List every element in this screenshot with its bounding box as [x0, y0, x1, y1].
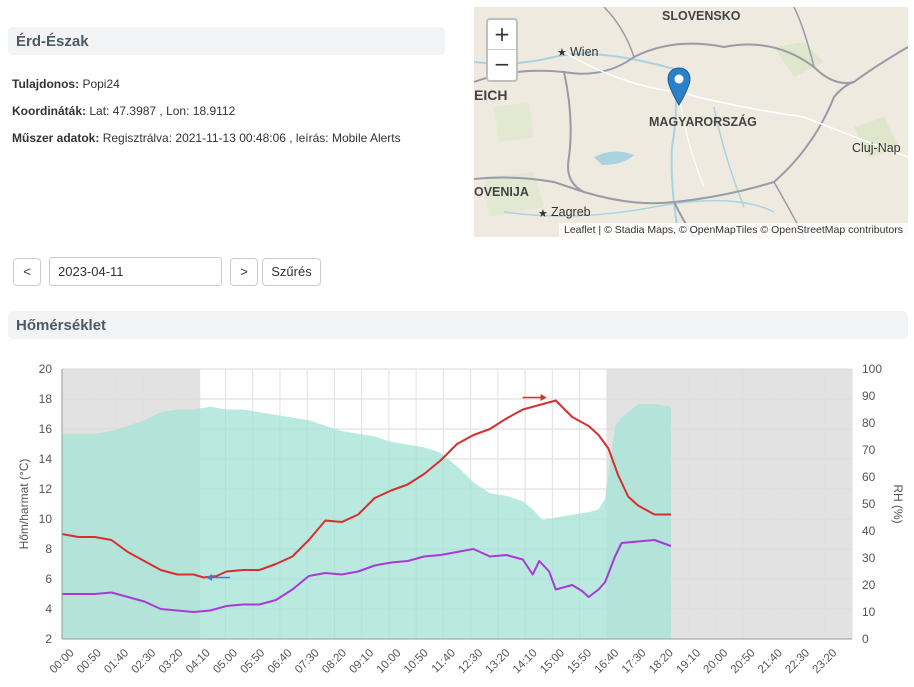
- y-tick-label: 4: [45, 602, 52, 616]
- y-tick-label: 8: [45, 542, 52, 556]
- x-tick-label: 04:10: [184, 647, 213, 676]
- attribution-osm-link[interactable]: OpenStreetMap contributors: [771, 224, 903, 236]
- attribution-omt-link[interactable]: OpenMapTiles: [689, 224, 758, 236]
- y2-tick-label: 0: [862, 632, 869, 646]
- x-tick-label: 05:00: [211, 647, 240, 676]
- filter-button[interactable]: Szűrés: [262, 258, 321, 286]
- station-map[interactable]: ★ ★ SLOVENSKO Wien EICH MAGYARORSZÁG Clu…: [474, 7, 908, 237]
- svg-text:★: ★: [557, 46, 567, 59]
- next-day-button[interactable]: >: [230, 258, 258, 286]
- map-attribution: Leaflet | © Stadia Maps, © OpenMapTiles …: [558, 223, 908, 237]
- attribution-osm-prefix: ©: [757, 224, 772, 236]
- map-label-magyarorszag: MAGYARORSZÁG: [649, 115, 757, 129]
- map-tiles: ★ ★: [474, 7, 908, 237]
- x-tick-label: 22:30: [783, 647, 812, 676]
- temperature-chart: 2 4 6 8 10 12 14 16 18 20 0 10 20 30 40 50 60 70 80 90 100 00…: [17, 362, 905, 676]
- svg-text:★: ★: [538, 207, 548, 220]
- y-tick-label: 12: [39, 482, 53, 496]
- map-label-cluj: Cluj-Nap: [852, 141, 901, 155]
- x-tick-label: 21:40: [756, 647, 785, 676]
- date-input[interactable]: [49, 257, 222, 286]
- attribution-omt-prefix: , ©: [673, 224, 690, 236]
- y-axis-title: Hőm/harmat (°C): [17, 459, 31, 550]
- x-tick-label: 23:20: [811, 647, 840, 676]
- y2-tick-label: 20: [862, 578, 876, 592]
- device-row: Műszer adatok: Regisztrálva: 2021-11-13 …: [12, 131, 401, 145]
- map-label-wien: Wien: [570, 45, 599, 59]
- device-value: Regisztrálva: 2021-11-13 00:48:06 , leír…: [102, 131, 401, 145]
- x-tick-label: 15:00: [538, 647, 567, 676]
- humidity-area: [62, 404, 671, 639]
- y2-tick-label: 30: [862, 551, 876, 565]
- x-tick-label: 05:50: [238, 647, 267, 676]
- y2-tick-label: 90: [862, 389, 876, 403]
- zoom-out-button[interactable]: −: [493, 52, 511, 76]
- x-tick-label: 00:50: [75, 647, 104, 676]
- map-label-slovensko: SLOVENSKO: [662, 9, 741, 23]
- x-tick-label: 08:20: [320, 647, 349, 676]
- station-title: Érd-Észak: [8, 27, 445, 55]
- y2-tick-label: 50: [862, 497, 876, 511]
- owner-label: Tulajdonos:: [12, 77, 80, 91]
- x-tick-label: 09:10: [347, 647, 376, 676]
- x-tick-label: 10:00: [375, 647, 404, 676]
- y-tick-label: 14: [39, 452, 53, 466]
- x-tick-label: 14:10: [511, 647, 540, 676]
- x-tick-label: 16:40: [593, 647, 622, 676]
- y2-tick-label: 70: [862, 443, 876, 457]
- coords-row: Koordináták: Lat: 47.3987 , Lon: 18.9112: [12, 104, 235, 118]
- y-tick-label: 2: [45, 632, 52, 646]
- x-tick-label: 20:50: [729, 647, 758, 676]
- y-tick-label: 16: [39, 422, 53, 436]
- y-tick-label: 18: [39, 392, 53, 406]
- map-marker-icon[interactable]: [667, 67, 691, 107]
- x-tick-label: 12:30: [456, 647, 485, 676]
- min-marker-arrow-icon: [206, 574, 213, 581]
- device-label: Műszer adatok:: [12, 131, 100, 145]
- attribution-leaflet-link[interactable]: Leaflet: [563, 224, 596, 236]
- map-zoom-control: + −: [486, 18, 518, 82]
- x-tick-label: 03:20: [157, 647, 186, 676]
- x-tick-label: 11:40: [430, 647, 458, 675]
- zoom-in-button[interactable]: +: [488, 20, 516, 50]
- x-tick-label: 13:20: [484, 647, 513, 676]
- map-label-slovenija: OVENIJA: [474, 185, 529, 199]
- y2-tick-label: 80: [862, 416, 876, 430]
- owner-row: Tulajdonos: Popi24: [12, 77, 120, 91]
- x-tick-label: 20:00: [702, 647, 731, 676]
- x-tick-label: 10:50: [402, 647, 431, 676]
- y-tick-label: 10: [39, 512, 53, 526]
- x-tick-label: 01:40: [102, 647, 131, 676]
- x-tick-label: 00:00: [48, 647, 77, 676]
- coords-value: Lat: 47.3987 , Lon: 18.9112: [89, 104, 236, 118]
- x-tick-label: 18:20: [647, 647, 676, 676]
- x-tick-label: 19:10: [674, 647, 703, 676]
- coords-label: Koordináták:: [12, 104, 87, 118]
- y2-tick-label: 100: [862, 362, 882, 376]
- attribution-stadia-link[interactable]: Stadia Maps: [614, 224, 674, 236]
- x-tick-label: 17:30: [620, 647, 649, 676]
- y-tick-label: 6: [45, 572, 52, 586]
- prev-day-button[interactable]: <: [13, 258, 41, 286]
- x-tick-label: 15:50: [565, 647, 594, 676]
- y-tick-label: 20: [39, 362, 53, 376]
- map-label-zagreb: Zagreb: [551, 205, 591, 219]
- lake-balaton: [594, 151, 634, 165]
- x-tick-label: 02:30: [130, 647, 159, 676]
- x-tick-label: 06:40: [266, 647, 295, 676]
- y2-tick-label: 60: [862, 470, 876, 484]
- attribution-sep: | ©: [595, 224, 615, 236]
- owner-value: Popi24: [82, 77, 120, 91]
- max-marker-arrow-icon: [540, 394, 547, 401]
- section-title-temperature: Hőmérséklet: [8, 311, 908, 339]
- map-label-eich: EICH: [474, 87, 508, 103]
- temperature-line: [61, 399, 671, 579]
- x-tick-label: 07:30: [293, 647, 322, 676]
- y2-tick-label: 40: [862, 524, 876, 538]
- dewpoint-line: [62, 539, 672, 613]
- y2-axis-title: RH (%): [891, 484, 905, 523]
- y2-tick-label: 10: [862, 605, 876, 619]
